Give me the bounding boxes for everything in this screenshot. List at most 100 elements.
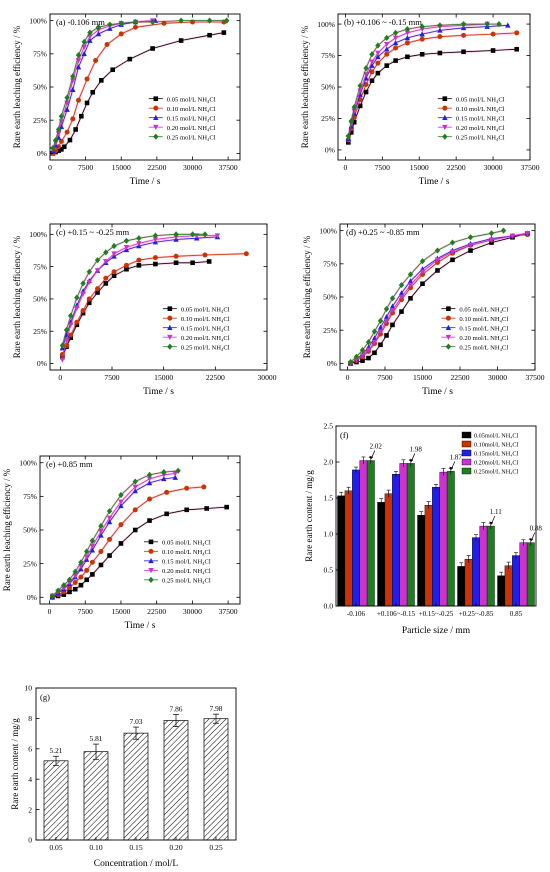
y-tick-label: 50% bbox=[33, 295, 48, 304]
legend-marker bbox=[167, 324, 173, 330]
legend-label: 0.10 mol/L NH₄Cl bbox=[181, 316, 230, 323]
annotation-arrowhead bbox=[369, 456, 373, 460]
data-point bbox=[460, 20, 467, 28]
data-point bbox=[60, 354, 65, 360]
x-tick-label: 15000 bbox=[112, 163, 131, 172]
legend-label: 0.15 mol/L NH₄Cl bbox=[459, 325, 508, 332]
x-tick-label: 37500 bbox=[219, 607, 238, 616]
data-point bbox=[419, 36, 425, 42]
data-point bbox=[59, 147, 64, 152]
legend-label: 0.15 mol/L NH₄Cl bbox=[181, 325, 230, 332]
y-axis-title: Rare earth leaching efficiency / % bbox=[302, 235, 312, 358]
data-point bbox=[106, 519, 113, 525]
x-tick-label: 7500 bbox=[377, 373, 392, 382]
data-point bbox=[484, 20, 490, 28]
legend-swatch bbox=[461, 431, 472, 439]
bar bbox=[344, 490, 353, 607]
data-point bbox=[467, 234, 474, 241]
data-point bbox=[184, 507, 189, 513]
y-tick-label: 25% bbox=[33, 327, 48, 336]
data-point bbox=[178, 17, 184, 24]
data-point bbox=[118, 522, 124, 528]
data-point bbox=[146, 471, 153, 478]
data-point bbox=[123, 244, 130, 251]
data-point bbox=[419, 269, 426, 275]
data-point bbox=[75, 52, 82, 59]
x-tick-label: 22500 bbox=[206, 373, 225, 382]
data-point bbox=[94, 268, 101, 274]
data-point bbox=[70, 73, 76, 80]
data-point bbox=[67, 589, 72, 595]
data-point bbox=[146, 476, 153, 482]
data-point bbox=[524, 230, 531, 237]
legend-marker bbox=[442, 96, 448, 101]
data-point bbox=[505, 22, 511, 28]
data-point bbox=[90, 90, 96, 95]
data-point bbox=[118, 491, 124, 499]
y-tick-label: 100% bbox=[19, 458, 37, 467]
data-point bbox=[351, 119, 357, 125]
bar bbox=[519, 542, 528, 607]
x-tick-label: 15000 bbox=[154, 373, 173, 382]
data-point bbox=[147, 496, 153, 502]
y-tick-label: 25% bbox=[33, 116, 48, 125]
data-point bbox=[107, 21, 113, 28]
bar bbox=[417, 515, 426, 607]
bar bbox=[359, 460, 368, 607]
data-point bbox=[419, 258, 426, 265]
data-point bbox=[98, 532, 104, 538]
annotation-arrowhead bbox=[409, 458, 413, 463]
x-axis-title: Time / s bbox=[125, 621, 156, 631]
data-point bbox=[80, 280, 86, 287]
y-tick-label: 75% bbox=[321, 51, 336, 60]
y-tick-label: 75% bbox=[33, 50, 48, 59]
bar bbox=[337, 495, 346, 607]
data-point bbox=[95, 31, 102, 37]
data-point bbox=[84, 76, 90, 82]
data-point bbox=[435, 268, 440, 273]
data-point bbox=[378, 342, 383, 348]
legend-label: 0.25 mol/L NH₄Cl bbox=[162, 577, 211, 584]
data-point bbox=[449, 239, 456, 246]
x-tick-label: 0.20 bbox=[169, 843, 182, 852]
data-point bbox=[150, 46, 155, 51]
legend-marker bbox=[153, 114, 159, 120]
data-point bbox=[404, 35, 411, 41]
data-point bbox=[70, 78, 76, 84]
data-point bbox=[375, 70, 381, 76]
x-tick-label: +0.25~-0.85 bbox=[459, 610, 494, 618]
data-point bbox=[64, 106, 70, 112]
data-point bbox=[136, 263, 142, 268]
data-point bbox=[118, 20, 124, 27]
x-tick-label: 22500 bbox=[147, 607, 166, 616]
y-tick-label: 50% bbox=[23, 526, 38, 535]
annotation-arrowhead bbox=[449, 466, 453, 471]
data-point bbox=[81, 44, 87, 51]
data-point bbox=[369, 62, 375, 68]
data-point bbox=[164, 489, 170, 495]
bar bbox=[43, 760, 69, 841]
data-point bbox=[375, 53, 381, 60]
bar bbox=[406, 463, 415, 607]
data-point bbox=[467, 242, 474, 249]
data-point bbox=[103, 259, 109, 265]
data-point bbox=[363, 81, 369, 87]
y-tick-label: 25% bbox=[23, 559, 38, 568]
legend-marker bbox=[442, 124, 448, 131]
data-point bbox=[346, 140, 351, 145]
legend-label: 0.05 mol/L NH₄Cl bbox=[167, 96, 216, 103]
y-tick-label: 1.5 bbox=[324, 494, 334, 503]
data-point bbox=[78, 582, 84, 588]
y-tick-label: 4 bbox=[28, 775, 32, 784]
bar bbox=[424, 505, 433, 607]
data-point bbox=[103, 275, 109, 281]
data-point bbox=[509, 233, 516, 239]
data-point bbox=[68, 335, 73, 340]
data-point bbox=[61, 592, 67, 597]
data-point bbox=[152, 237, 159, 243]
data-point bbox=[224, 504, 229, 510]
value-label: 7.98 bbox=[210, 704, 223, 713]
data-point bbox=[50, 144, 56, 152]
data-point bbox=[372, 350, 377, 356]
legend-marker bbox=[153, 96, 159, 101]
